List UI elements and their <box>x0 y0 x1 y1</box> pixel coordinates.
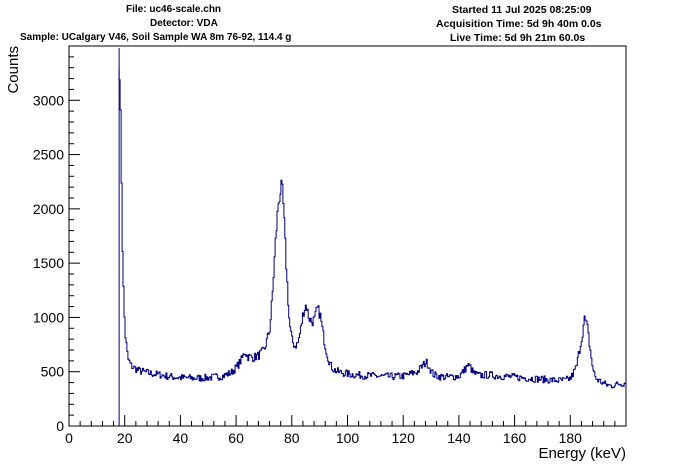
x-tick-label: 80 <box>284 430 300 446</box>
y-tick-label: 2500 <box>33 147 64 163</box>
y-tick-label: 0 <box>56 418 64 434</box>
x-tick-label: 160 <box>503 430 527 446</box>
started-label: Started 11 Jul 2025 08:25:09 <box>452 4 592 16</box>
x-tick-label: 100 <box>336 430 360 446</box>
y-tick-label: 3000 <box>33 92 64 108</box>
sample-label: Sample: UCalgary V46, Soil Sample WA 8m … <box>20 32 292 43</box>
x-tick-label: 60 <box>228 430 244 446</box>
detector-label: Detector: VDA <box>150 18 218 29</box>
x-tick-label: 120 <box>392 430 416 446</box>
y-tick-label: 2000 <box>33 201 64 217</box>
x-axis-title: Energy (keV) <box>538 445 626 462</box>
x-tick-label: 40 <box>173 430 189 446</box>
x-tick-label: 180 <box>559 430 583 446</box>
x-tick-label: 0 <box>65 430 73 446</box>
y-tick-label: 500 <box>41 364 65 380</box>
y-axis-title: Counts <box>5 46 22 94</box>
x-tick-label: 140 <box>447 430 471 446</box>
acquisition-time-label: Acquisition Time: 5d 9h 40m 0.0s <box>436 18 602 30</box>
plot-frame <box>68 45 627 427</box>
file-label: File: uc46-scale.chn <box>126 4 222 15</box>
x-tick-label: 20 <box>117 430 133 446</box>
live-time-label: Live Time: 5d 9h 21m 60.0s <box>450 32 586 44</box>
spectrum-line <box>118 69 627 389</box>
y-tick-label: 1000 <box>33 309 64 325</box>
y-tick-label: 1500 <box>33 255 64 271</box>
